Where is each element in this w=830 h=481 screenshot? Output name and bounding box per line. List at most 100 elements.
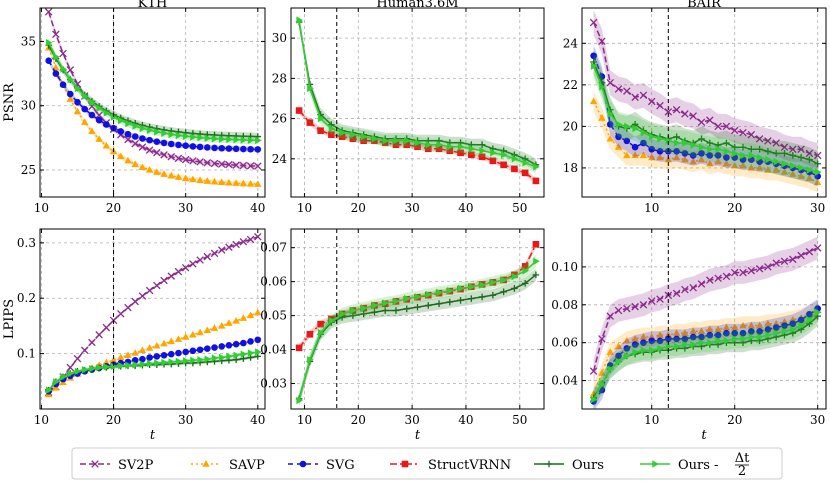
data-point — [614, 306, 623, 315]
data-point — [436, 141, 443, 149]
series-line — [298, 110, 537, 182]
data-point — [632, 348, 640, 356]
legend-marker — [401, 460, 409, 468]
x-tick-label: 50 — [512, 201, 527, 215]
data-point — [648, 333, 656, 340]
data-point — [240, 355, 247, 362]
data-point — [790, 325, 797, 334]
data-point — [640, 139, 647, 147]
data-point — [153, 138, 161, 145]
data-point — [247, 338, 254, 345]
data-point — [532, 271, 540, 279]
data-point — [225, 178, 233, 186]
data-point — [490, 278, 497, 287]
fraction-denominator: 2 — [738, 464, 746, 479]
data-point — [81, 118, 89, 125]
data-point — [489, 157, 497, 165]
data-point — [739, 143, 747, 151]
data-point — [672, 329, 681, 336]
legend-item-ours-t-2: Ours - — [640, 458, 718, 473]
data-point — [82, 365, 89, 374]
data-point — [182, 348, 189, 356]
data-point — [168, 130, 176, 139]
data-point — [681, 335, 689, 343]
legend-fraction: Δt2 — [735, 451, 750, 479]
data-point — [67, 75, 75, 84]
data-point — [161, 358, 168, 367]
data-point — [210, 324, 219, 331]
data-point — [698, 333, 705, 341]
data-point — [747, 321, 756, 329]
y-tick-label: 0.04 — [260, 343, 287, 357]
data-point — [623, 345, 631, 352]
data-point — [131, 160, 139, 167]
legend-label: SV2P — [118, 458, 154, 473]
x-tick-label: 30 — [810, 413, 825, 427]
x-tick-label: 30 — [178, 413, 193, 427]
series-ours-t-2 — [296, 14, 540, 173]
data-point — [648, 337, 656, 345]
data-point — [511, 165, 518, 173]
y-tick-label: 0.04 — [551, 374, 578, 388]
data-point — [706, 276, 714, 284]
data-point — [118, 362, 125, 370]
data-point — [153, 168, 161, 175]
series-line — [592, 61, 819, 165]
data-point — [392, 307, 400, 314]
data-point — [631, 302, 639, 311]
data-point — [772, 139, 780, 147]
data-point — [697, 327, 706, 335]
data-point — [532, 240, 540, 248]
data-point — [532, 177, 540, 185]
data-point — [780, 317, 789, 325]
data-point — [247, 136, 255, 144]
data-point — [681, 329, 689, 336]
data-point — [755, 164, 764, 171]
data-point — [672, 106, 681, 114]
data-point — [67, 369, 75, 378]
data-point — [189, 157, 197, 165]
data-point — [797, 172, 805, 179]
data-point — [639, 301, 648, 309]
data-point — [53, 378, 60, 386]
data-point — [656, 148, 664, 155]
data-point — [715, 145, 723, 153]
data-point — [349, 312, 357, 319]
data-point — [689, 333, 697, 341]
confidence-band — [593, 91, 818, 193]
confidence-band — [593, 10, 818, 168]
x-tick-label: 10 — [297, 201, 312, 215]
data-point — [631, 334, 639, 342]
data-point — [780, 257, 789, 265]
series-line — [592, 22, 818, 157]
data-point — [295, 344, 303, 352]
data-point — [805, 174, 814, 182]
data-point — [424, 145, 432, 153]
data-point — [598, 335, 606, 343]
data-point — [623, 336, 631, 344]
x-tick-label: 10 — [34, 413, 49, 427]
data-point — [681, 155, 689, 163]
axes-frame — [290, 7, 545, 198]
data-point — [232, 179, 240, 186]
data-point — [226, 352, 233, 361]
data-point — [814, 178, 822, 186]
data-point — [489, 291, 497, 299]
series-line — [592, 101, 819, 184]
data-point — [780, 168, 789, 175]
data-point — [328, 124, 336, 133]
data-point — [723, 139, 730, 147]
y-tick-label: 28 — [272, 71, 287, 85]
data-point — [174, 267, 183, 276]
data-point — [232, 317, 240, 324]
data-point — [640, 339, 647, 346]
y-tick-label: 35 — [21, 34, 36, 48]
data-point — [296, 396, 303, 405]
data-point — [203, 326, 212, 334]
data-point — [648, 145, 656, 153]
data-point — [457, 149, 464, 157]
data-point — [789, 316, 797, 323]
data-point — [103, 121, 110, 128]
data-point — [648, 153, 656, 161]
data-point — [174, 154, 183, 163]
